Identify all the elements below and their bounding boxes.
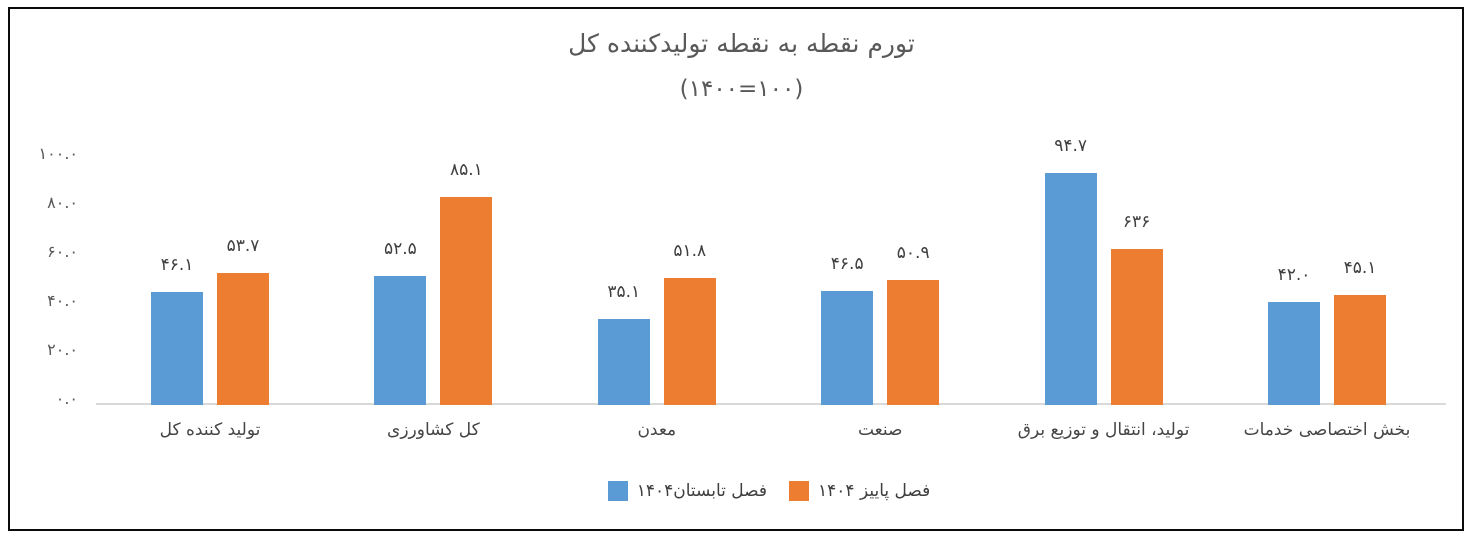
bar-summer-1404 (374, 276, 427, 405)
bar-autumn-1404 (440, 196, 493, 405)
legend-marker (789, 481, 810, 501)
bar-summer-1404 (821, 291, 874, 405)
legend: فصل تابستان۱۴۰۴ فصل پاییز ۱۴۰۴ (98, 477, 1440, 505)
chart-subtitle: (۱۴۰۰=۱۰۰) (679, 76, 804, 102)
y-axis-tick-label: ۰.۰ (55, 389, 78, 408)
bar-value-label: ۴۶.۱ (160, 255, 194, 276)
category-label: تولید کننده کل (159, 420, 261, 440)
legend-item: فصل پاییز ۱۴۰۴ (789, 479, 930, 503)
bar-value-label: ۶۳۶ (1122, 212, 1151, 233)
bar-value-label: ۹۴.۷ (1054, 135, 1087, 156)
bar-autumn-1404 (887, 280, 940, 405)
bar-value-label: ۵۳.۷ (226, 236, 260, 257)
y-axis-tick-label: ۱۰۰.۰ (38, 144, 78, 163)
bar-value-label: ۵۱.۸ (673, 241, 707, 262)
category-label: بخش اختصاصی خدمات (1243, 420, 1411, 440)
bar-summer-1404 (597, 319, 650, 405)
bar-autumn-1404 (663, 278, 716, 405)
bar-value-label: ۴۶.۵ (830, 254, 864, 275)
bar-summer-1404 (1268, 302, 1320, 405)
bar-autumn-1404 (1110, 249, 1163, 405)
legend-marker (607, 481, 628, 501)
category-label: صنعت (857, 420, 903, 440)
legend-item: فصل تابستان۱۴۰۴ (607, 479, 768, 503)
bar-autumn-1404 (217, 273, 269, 405)
y-axis-tick-label: ۴۰.۰ (47, 291, 78, 310)
bar-autumn-1404 (1334, 294, 1386, 405)
bar-summer-1404 (151, 292, 203, 405)
bar-value-label: ۴۵.۱ (1343, 257, 1377, 278)
y-axis-tick-label: ۶۰.۰ (47, 242, 78, 261)
chart-title: تورم نقطه به نقطه تولیدکننده کل (568, 29, 915, 58)
chart-header: تورم نقطه به نقطه تولیدکننده کل (۱۴۰۰=۱۰… (0, 26, 1483, 106)
y-axis-tick-label: ۸۰.۰ (47, 193, 78, 212)
category-label: کل کشاورزی (387, 420, 480, 440)
bar-value-label: ۳۵.۱ (607, 282, 641, 302)
legend-label: فصل پاییز ۱۴۰۴ (818, 481, 931, 501)
category-label: تولید، انتقال و توزیع برق (1017, 420, 1190, 440)
y-axis-tick-label: ۲۰.۰ (47, 340, 78, 359)
category-label: معدن (637, 420, 677, 440)
legend-label: فصل تابستان۱۴۰۴ (636, 481, 768, 501)
bar-value-label: ۴۲.۰ (1277, 265, 1311, 286)
bar-summer-1404 (1044, 172, 1097, 405)
chart-border (8, 7, 1464, 531)
x-axis-line (96, 403, 1446, 405)
bar-value-label: ۸۵.۱ (449, 159, 483, 180)
bar-value-label: ۵۰.۹ (896, 243, 930, 264)
bar-value-label: ۵۲.۵ (383, 239, 417, 260)
